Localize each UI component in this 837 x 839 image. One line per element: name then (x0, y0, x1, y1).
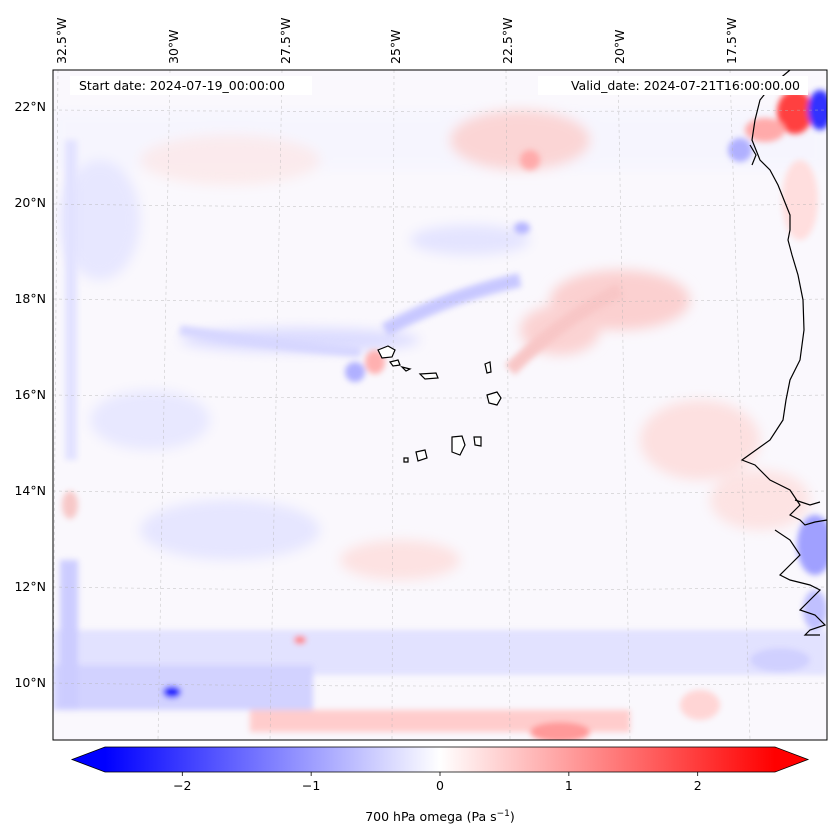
colorbar-label-exponent: −1 (497, 809, 510, 819)
latitude-labels: 22°N 20°N 18°N 16°N 14°N 12°N 10°N (14, 99, 46, 690)
cape-verde-islands (377, 345, 502, 463)
lat-label: 16°N (14, 387, 46, 402)
colorbar-label-text: 700 hPa omega (Pa s (365, 809, 496, 824)
colorbar-max-extend (775, 747, 808, 772)
omega-field (53, 90, 827, 740)
lat-label: 22°N (14, 99, 46, 114)
colorbar-tick-label: −1 (302, 778, 320, 793)
lon-label: 32.5°W (54, 18, 69, 64)
lon-label: 17.5°W (724, 18, 739, 64)
colorbar-ticks: −2 −1 0 1 2 (173, 772, 702, 793)
lat-label: 12°N (14, 579, 46, 594)
lat-label: 18°N (14, 291, 46, 306)
colorbar-tick-label: −2 (173, 778, 191, 793)
colorbar-label: 700 hPa omega (Pa s−1) (365, 809, 515, 824)
lat-label: 10°N (14, 675, 46, 690)
map-frame (52, 69, 828, 741)
gridlines (53, 70, 827, 740)
colorbar-label-close: ) (510, 809, 515, 824)
info-banner: Start date: 2024-07-19_00:00:00 Valid_da… (70, 76, 808, 95)
coastline (740, 70, 827, 636)
longitude-labels: 32.5°W 30°W 27.5°W 25°W 22.5°W 20°W 17.5… (54, 18, 739, 64)
lon-label: 25°W (388, 29, 403, 64)
colorbar-tick-label: 0 (436, 778, 444, 793)
colorbar: −2 −1 0 1 2 700 hPa omega (Pa s−1) (70, 746, 810, 824)
lat-label: 14°N (14, 483, 46, 498)
lon-label: 27.5°W (278, 18, 293, 64)
colorbar-outline (70, 746, 810, 773)
colorbar-tick-label: 2 (694, 778, 702, 793)
lat-label: 20°N (14, 195, 46, 210)
lon-label: 20°W (612, 29, 627, 64)
map-panel: Start date: 2024-07-19_00:00:00 Valid_da… (53, 70, 827, 740)
colorbar-min-extend (72, 747, 105, 772)
lon-label: 30°W (166, 29, 181, 64)
valid-date-text: Valid_date: 2024-07-21T16:00:00.00 (571, 78, 800, 93)
colorbar-fill (105, 747, 775, 772)
colorbar-tick-label: 1 (565, 778, 573, 793)
start-date-text: Start date: 2024-07-19_00:00:00 (79, 78, 285, 93)
lon-label: 22.5°W (500, 18, 515, 64)
